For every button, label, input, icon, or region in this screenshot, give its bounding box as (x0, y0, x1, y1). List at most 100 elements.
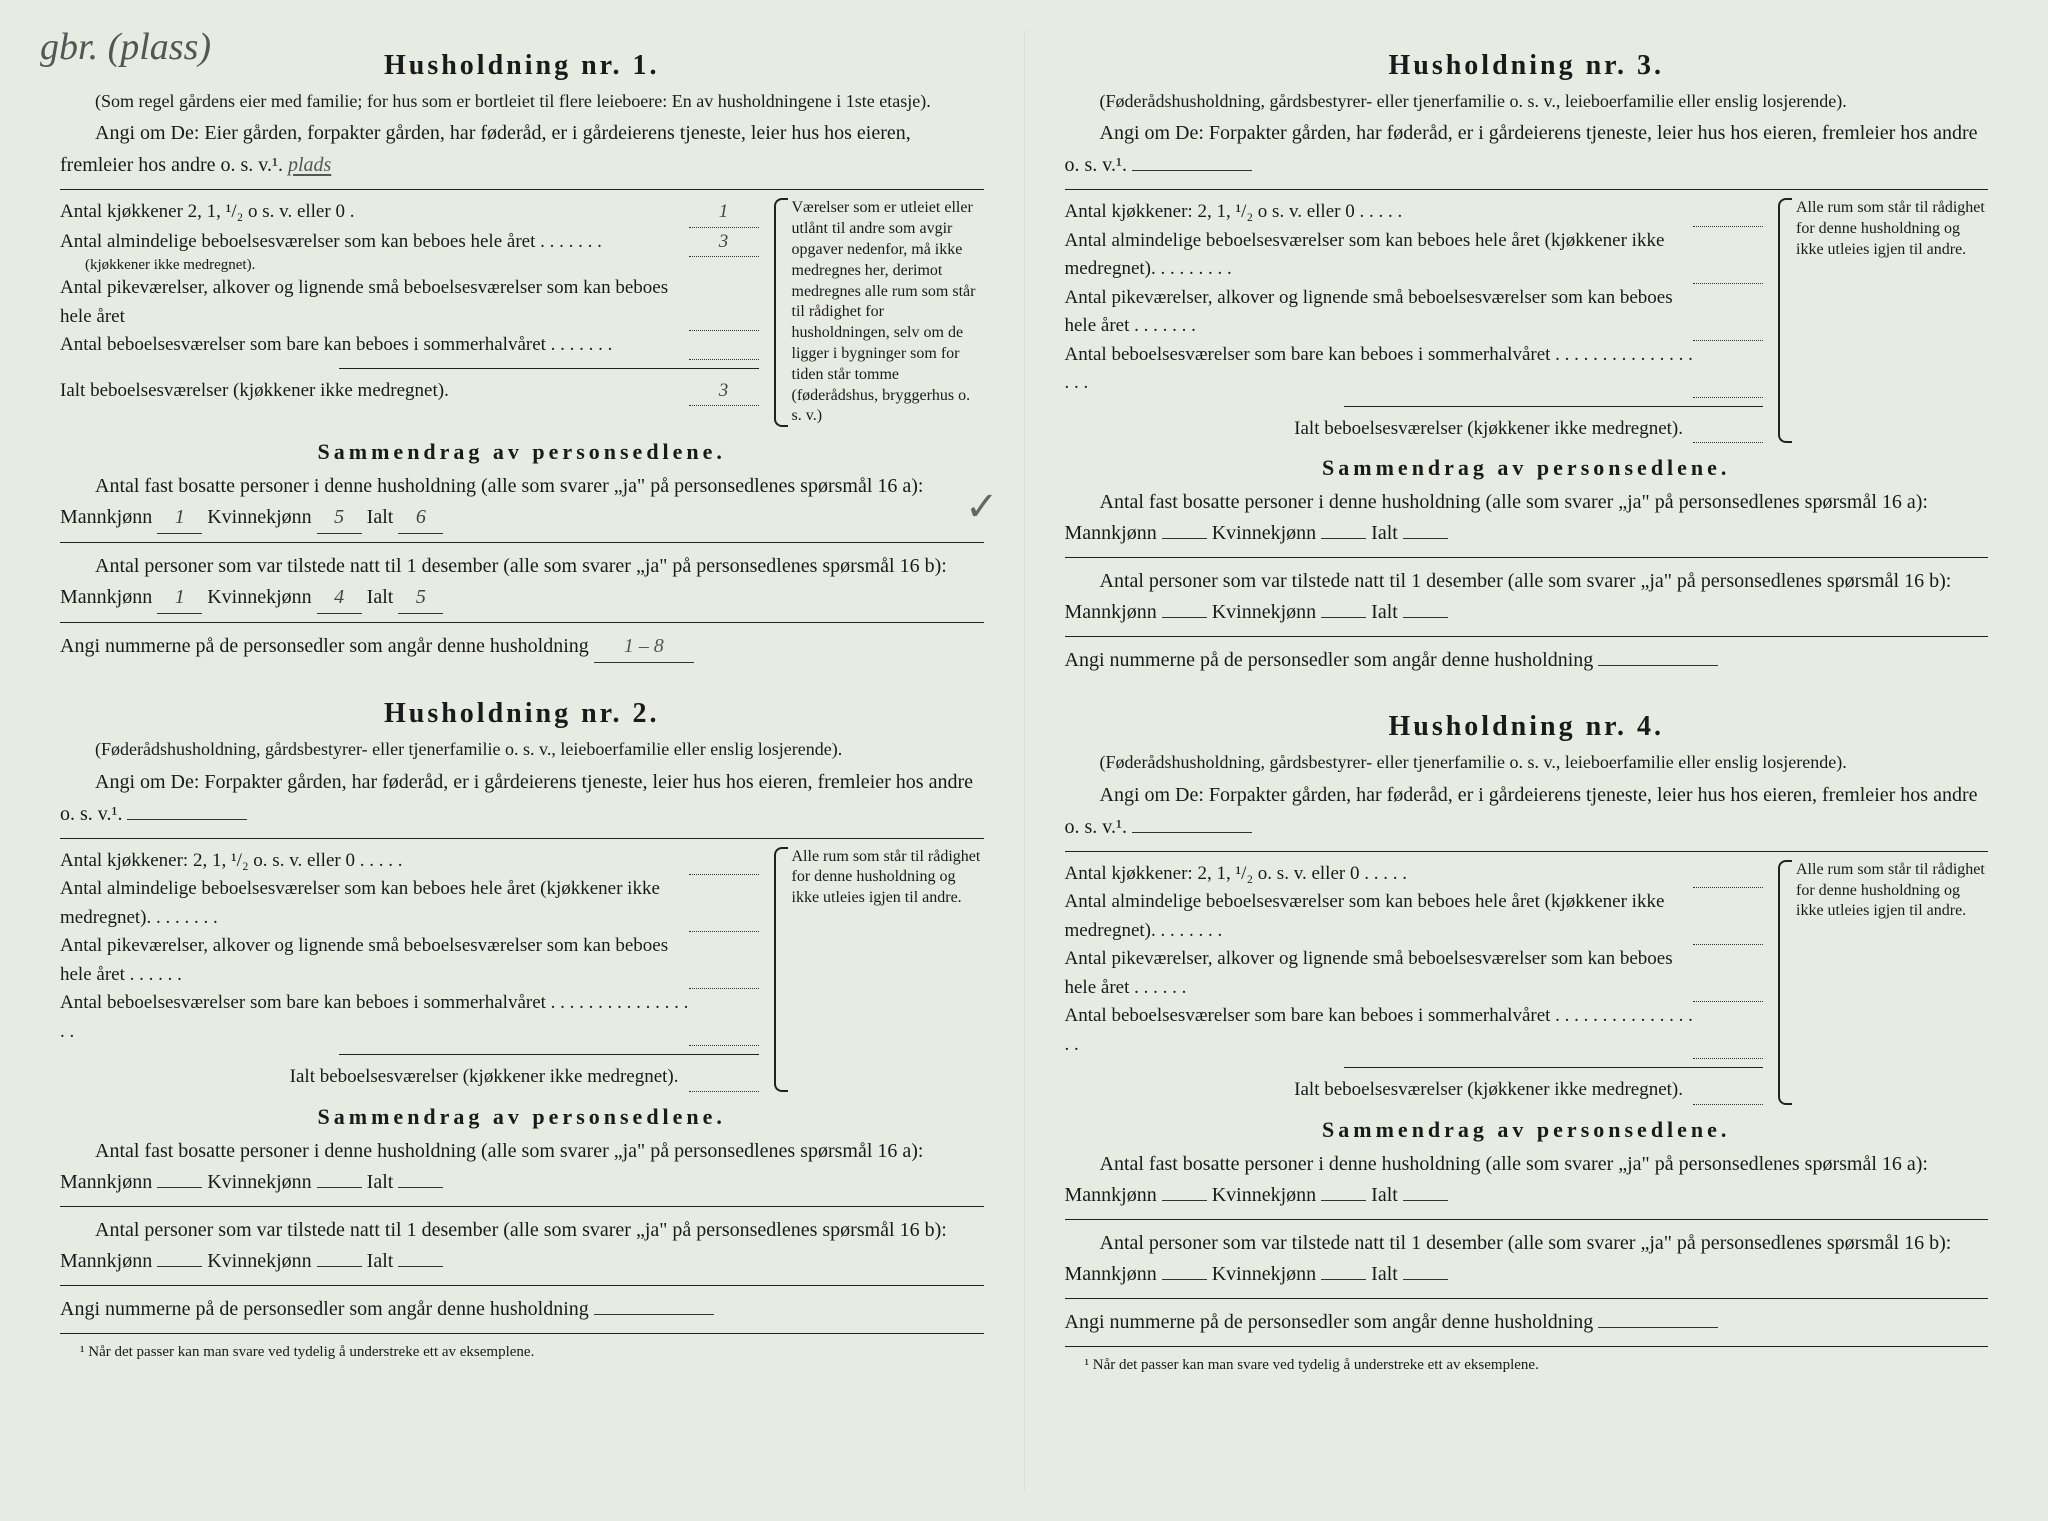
blank (1403, 538, 1448, 539)
hh1-sidenote-text: Værelser som er utleiet eller utlånt til… (792, 199, 976, 424)
hh3-subtitle: (Føderådshusholdning, gårdsbestyrer- ell… (1065, 90, 1989, 113)
blank (1162, 1279, 1207, 1280)
hh1-numline-val: 1 – 8 (594, 631, 694, 663)
hh2-rooms2: Antal pikeværelser, alkover og lignende … (60, 932, 689, 989)
hh4-rooms-left: Antal kjøkkener: 2, 1, ¹/₂ o. s. v. elle… (1065, 860, 1764, 1105)
hh4-sum-title: Sammendrag av personsedlene. (1065, 1117, 1989, 1143)
hh2-sum2: Antal personer som var tilstede natt til… (60, 1215, 984, 1277)
hh2-prompt-blank (127, 819, 247, 820)
hh2-rooms3: Antal beboelsesværelser som bare kan beb… (60, 989, 689, 1046)
blank (1598, 1327, 1718, 1328)
hh1-kitchens-val: 1 (689, 198, 759, 228)
left-page: gbr. (plass) Husholdning nr. 1. (Som reg… (20, 30, 1025, 1491)
hh1-subtitle: (Som regel gårdens eier med familie; for… (60, 90, 984, 113)
blank (1693, 284, 1763, 341)
hh2-numline-text: Angi nummerne på de personsedler som ang… (60, 1298, 589, 1320)
blank (1693, 1076, 1763, 1105)
blank (1132, 170, 1252, 171)
hh2-sum2-text: Antal personer som var tilstede natt til… (60, 1219, 947, 1272)
ialt-label: Ialt (1371, 1184, 1398, 1206)
divider (1065, 1219, 1989, 1220)
divider (60, 622, 984, 623)
ialt-label: Ialt (367, 1171, 394, 1193)
divider (1065, 1298, 1989, 1299)
hh4-prompt-text: Angi om De: Forpakter gården, har føderå… (1065, 784, 1978, 838)
hh4-rooms: Antal kjøkkener: 2, 1, ¹/₂ o. s. v. elle… (1065, 860, 1989, 1105)
ialt-label: Ialt (1371, 1263, 1398, 1285)
right-page: Husholdning nr. 3. (Føderådshusholdning,… (1025, 30, 2029, 1491)
hh4-rooms2: Antal pikeværelser, alkover og lignende … (1065, 945, 1694, 1002)
household-2: Husholdning nr. 2. (Føderådshusholdning,… (60, 698, 984, 1360)
blank (1321, 1279, 1366, 1280)
kvinnekjonn-label: Kvinnekjønn (1212, 601, 1316, 623)
ialt-label: Ialt (367, 586, 394, 608)
hh3-rooms-left: Antal kjøkkener: 2, 1, ¹/₂ o s. v. eller… (1065, 198, 1764, 443)
hh3-sum2-text: Antal personer som var tilstede natt til… (1065, 570, 1952, 623)
blank (157, 1187, 202, 1188)
household-4: Husholdning nr. 4. (Føderådshusholdning,… (1065, 711, 1989, 1373)
hh1-sum2-m: 1 (157, 582, 202, 614)
blank (689, 932, 759, 989)
household-3: Husholdning nr. 3. (Føderådshusholdning,… (1065, 50, 1989, 676)
blank (1693, 1002, 1763, 1059)
hh1-prompt-text: Angi om De: Eier gården, forpakter gårde… (60, 122, 911, 176)
blank (1693, 341, 1763, 398)
brace-icon (1778, 198, 1792, 443)
hh1-sum1: Antal fast bosatte personer i denne hush… (60, 471, 984, 534)
hh1-total-val: 3 (689, 377, 759, 407)
hh4-sum1: Antal fast bosatte personer i denne hush… (1065, 1149, 1989, 1211)
blank (1321, 1200, 1366, 1201)
hh1-sum2-ialt: 5 (398, 582, 443, 614)
hh4-numline: Angi nummerne på de personsedler som ang… (1065, 1307, 1989, 1338)
hh4-prompt: Angi om De: Forpakter gården, har føderå… (1065, 779, 1989, 843)
hh3-rooms1: Antal almindelige beboelsesværelser som … (1065, 227, 1694, 284)
blank (1162, 1200, 1207, 1201)
blank (1403, 617, 1448, 618)
household-1: Husholdning nr. 1. (Som regel gårdens ei… (60, 50, 984, 663)
hh1-rooms2-val (689, 274, 759, 331)
hh2-rooms: Antal kjøkkener: 2, 1, ¹/₂ o. s. v. elle… (60, 847, 984, 1092)
kvinnekjonn-label: Kvinnekjønn (207, 1171, 311, 1193)
ialt-label: Ialt (367, 1250, 394, 1272)
hh1-sum-title: Sammendrag av personsedlene. (60, 439, 984, 465)
blank (1321, 617, 1366, 618)
blank (398, 1266, 443, 1267)
hh4-sidenote: Alle rum som står til rådighet for denne… (1778, 860, 1988, 1105)
hh3-rooms2: Antal pikeværelser, alkover og lignende … (1065, 284, 1694, 341)
hh4-numline-text: Angi nummerne på de personsedler som ang… (1065, 1311, 1594, 1333)
blank (689, 1063, 759, 1092)
hh4-rooms3: Antal beboelsesværelser som bare kan beb… (1065, 1002, 1694, 1059)
hh2-total: Ialt beboelsesværelser (kjøkkener ikke m… (60, 1063, 689, 1092)
hh1-sum2-kv: 4 (317, 582, 362, 614)
blank (1693, 227, 1763, 284)
hh2-subtitle: (Føderådshusholdning, gårdsbestyrer- ell… (60, 738, 984, 761)
blank (689, 847, 759, 876)
brace-icon (774, 198, 788, 427)
hh2-prompt-text: Angi om De: Forpakter gården, har føderå… (60, 771, 973, 825)
blank (398, 1187, 443, 1188)
divider (60, 1206, 984, 1207)
blank (317, 1266, 362, 1267)
hh1-total: Ialt beboelsesværelser (kjøkkener ikke m… (60, 377, 689, 407)
hh4-sum2: Antal personer som var tilstede natt til… (1065, 1228, 1989, 1290)
hh3-sum1-text: Antal fast bosatte personer i denne hush… (1065, 491, 1929, 544)
hh1-numline: Angi nummerne på de personsedler som ang… (60, 631, 984, 663)
hh3-numline: Angi nummerne på de personsedler som ang… (1065, 645, 1989, 676)
hh1-sum1-kv: 5 (317, 502, 362, 534)
hh1-sum1-m: 1 (157, 502, 202, 534)
blank (317, 1187, 362, 1188)
blank (1598, 665, 1718, 666)
hh2-numline: Angi nummerne på de personsedler som ang… (60, 1294, 984, 1325)
hh2-rooms1: Antal almindelige beboelsesværelser som … (60, 875, 689, 932)
blank (689, 875, 759, 932)
hh1-rooms-left: Antal kjøkkener 2, 1, ¹/₂ o s. v. eller … (60, 198, 759, 427)
handwritten-annotation: gbr. (plass) (40, 25, 211, 69)
divider (1344, 406, 1763, 407)
hh4-rooms1: Antal almindelige beboelsesværelser som … (1065, 888, 1694, 945)
divider (339, 368, 758, 369)
divider (1065, 636, 1989, 637)
ialt-label: Ialt (1371, 522, 1398, 544)
hh4-title: Husholdning nr. 4. (1065, 711, 1989, 743)
hh3-rooms3: Antal beboelsesværelser som bare kan beb… (1065, 341, 1694, 398)
brace-icon (1778, 860, 1792, 1105)
